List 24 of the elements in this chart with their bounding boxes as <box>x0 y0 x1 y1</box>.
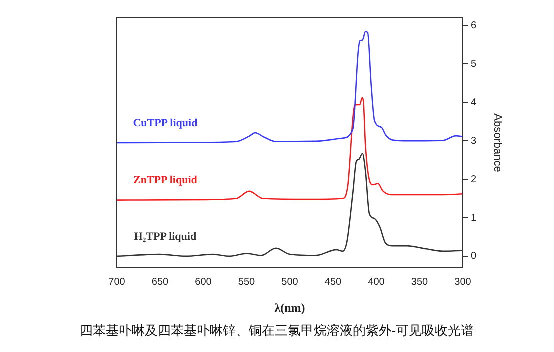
y-tick-label: 4 <box>471 97 477 108</box>
x-axis-title: λ(nm) <box>274 300 306 315</box>
y-tick-label: 6 <box>471 20 477 32</box>
y-tick-label: 2 <box>471 174 477 186</box>
y-tick-label: 5 <box>471 58 477 70</box>
x-tick-label: 300 <box>454 276 472 288</box>
x-tick-label: 450 <box>324 276 342 288</box>
x-tick-label: 550 <box>238 276 256 288</box>
series-label: CuTPP liquid <box>133 117 198 130</box>
x-tick-label: 650 <box>152 276 170 288</box>
x-tick-label: 500 <box>282 276 299 288</box>
x-tick-label: 700 <box>108 276 126 288</box>
text: 四苯基卟啉及四苯基卟啉锌、铜在三氯甲烷溶液的紫外-可见吸收光谱 <box>78 323 476 340</box>
y-tick-label: 0 <box>471 251 477 262</box>
line-series <box>117 97 463 201</box>
series-label: H₂TPP liquid <box>134 230 197 243</box>
line-series <box>117 31 463 144</box>
y-tick-label: 3 <box>471 136 477 147</box>
x-tick-label: 400 <box>368 276 386 288</box>
x-tick-label: 600 <box>195 276 212 288</box>
series-label: ZnTPP liquid <box>133 174 198 187</box>
y-axis-title: Absorbance <box>491 114 504 172</box>
y-tick-label: 1 <box>471 212 477 224</box>
x-tick-label: 350 <box>411 276 429 288</box>
